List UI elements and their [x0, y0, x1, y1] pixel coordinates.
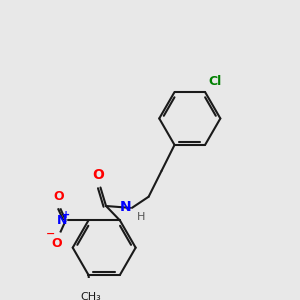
- Text: N: N: [57, 214, 67, 227]
- Text: O: O: [52, 237, 62, 250]
- Text: CH₃: CH₃: [81, 292, 102, 300]
- Text: O: O: [53, 190, 64, 203]
- Text: H: H: [136, 212, 145, 223]
- Text: Cl: Cl: [209, 75, 222, 88]
- Text: +: +: [62, 210, 70, 220]
- Text: O: O: [92, 168, 103, 182]
- Text: −: −: [46, 228, 55, 239]
- Text: N: N: [119, 200, 131, 214]
